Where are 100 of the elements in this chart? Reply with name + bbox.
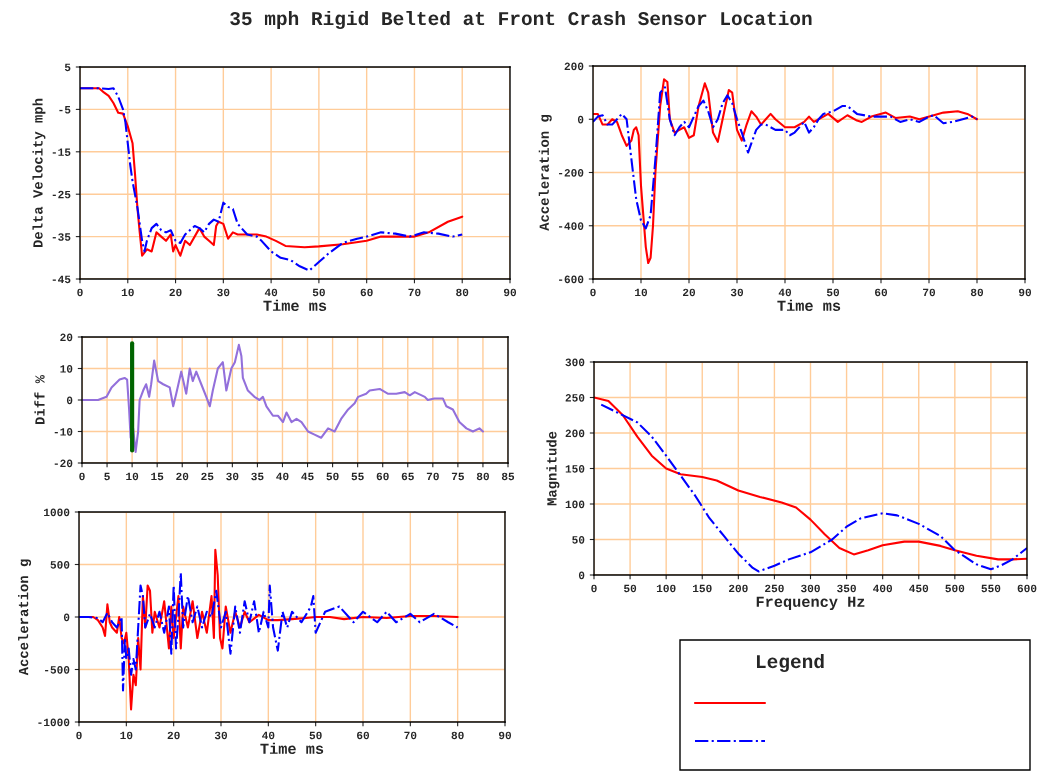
x-tick-label: 0: [77, 288, 83, 297]
y-tick-label: 500: [50, 561, 70, 569]
y-tick-label: 150: [565, 465, 585, 473]
x-tick-label: 30: [226, 472, 239, 481]
x-tick-label: 10: [120, 731, 133, 740]
y-axis-title: Acceleration g: [538, 114, 552, 231]
y-tick-label: -1000: [38, 718, 70, 727]
x-tick-label: 600: [1017, 584, 1037, 593]
x-tick-label: 20: [683, 288, 696, 297]
y-tick-label: 5: [64, 63, 71, 72]
x-tick-label: 80: [970, 288, 984, 297]
y-tick-label: 0: [577, 115, 584, 124]
x-tick-label: 60: [376, 472, 389, 481]
x-tick-label: 400: [873, 584, 893, 593]
y-tick-label: 20: [60, 333, 73, 342]
x-tick-label: 80: [456, 288, 469, 297]
x-tick-label: 45: [301, 472, 314, 481]
x-tick-label: 90: [1018, 288, 1032, 297]
x-tick-label: 60: [360, 288, 373, 297]
x-tick-label: 200: [729, 584, 748, 593]
x-tick-label: 10: [126, 472, 139, 481]
y-axis-title: Diff %: [34, 374, 45, 425]
y-tick-label: 300: [565, 358, 585, 367]
x-tick-label: 40: [778, 288, 792, 297]
line-series: [593, 86, 979, 230]
x-tick-label: 50: [826, 288, 840, 297]
line-series: [79, 571, 459, 692]
x-tick-label: 10: [121, 288, 134, 297]
x-axis-title: Time ms: [260, 742, 324, 754]
x-tick-label: 15: [151, 472, 164, 481]
x-tick-label: 70: [404, 731, 417, 740]
x-tick-label: 20: [167, 731, 180, 740]
y-tick-label: 1000: [44, 508, 70, 517]
y-tick-label: 100: [565, 500, 585, 509]
x-tick-label: 70: [426, 472, 439, 481]
y-tick-label: -5: [59, 106, 71, 114]
x-tick-label: 50: [312, 288, 325, 297]
y-tick-label: -200: [559, 169, 584, 177]
x-tick-label: 5: [104, 472, 110, 481]
x-tick-label: 75: [451, 472, 464, 481]
x-tick-label: 250: [765, 584, 784, 593]
x-tick-label: 300: [801, 584, 820, 593]
y-tick-label: -10: [54, 428, 73, 436]
x-tick-label: 50: [326, 472, 339, 481]
x-tick-label: 100: [656, 584, 676, 593]
x-tick-label: 80: [476, 472, 489, 481]
x-axis-title: Frequency Hz: [756, 596, 865, 611]
x-tick-label: 25: [201, 472, 214, 481]
y-tick-label: 0: [578, 571, 585, 580]
x-tick-label: 450: [909, 584, 929, 593]
x-tick-label: 65: [401, 472, 414, 481]
x-tick-label: 0: [590, 288, 596, 297]
x-tick-label: 85: [501, 472, 515, 481]
x-tick-label: 90: [498, 731, 512, 740]
x-tick-label: 55: [351, 472, 364, 481]
y-tick-label: -35: [52, 233, 71, 241]
y-tick-label: -600: [559, 275, 584, 284]
line-series: [82, 343, 484, 454]
y-axis-title: Magnitude: [546, 431, 560, 506]
y-tick-label: 0: [66, 396, 73, 405]
x-tick-label: 10: [635, 288, 648, 297]
x-tick-label: 50: [623, 584, 637, 593]
x-tick-label: 60: [875, 288, 888, 297]
x-tick-label: 40: [262, 731, 275, 740]
x-tick-label: 350: [837, 584, 856, 593]
x-tick-label: 50: [309, 731, 322, 740]
y-tick-label: 250: [565, 394, 585, 402]
text: Legend: [756, 653, 824, 673]
x-tick-label: 550: [981, 584, 1001, 593]
x-tick-label: 30: [730, 288, 744, 297]
y-tick-label: 10: [60, 365, 73, 373]
x-tick-label: 20: [169, 288, 182, 297]
x-axis-title: Time ms: [777, 299, 841, 311]
x-tick-label: 30: [217, 288, 230, 297]
y-tick-label: -20: [54, 459, 73, 468]
y-tick-label: -15: [52, 148, 71, 156]
x-tick-label: 500: [945, 584, 965, 593]
y-tick-label: -25: [52, 190, 71, 199]
x-tick-label: 0: [79, 472, 85, 481]
y-tick-label: -45: [52, 275, 71, 284]
y-tick-label: 200: [565, 429, 585, 438]
x-tick-label: 20: [176, 472, 189, 481]
x-tick-label: 40: [264, 288, 278, 297]
y-tick-label: 0: [63, 613, 70, 622]
x-tick-label: 40: [276, 472, 289, 481]
chart-title: 35 mph Rigid Belted at Front Crash Sensor Location: [230, 10, 812, 30]
x-tick-label: 35: [251, 472, 264, 481]
y-tick-label: -400: [559, 222, 584, 230]
y-axis-title: Acceleration g: [18, 559, 32, 676]
x-tick-label: 60: [357, 731, 370, 740]
x-tick-label: 70: [923, 288, 936, 297]
x-tick-label: 70: [408, 288, 421, 297]
y-tick-label: 200: [564, 62, 584, 71]
x-axis-title: Time ms: [263, 299, 327, 311]
x-tick-label: 90: [503, 288, 517, 297]
x-tick-label: 80: [451, 731, 464, 740]
x-tick-label: 150: [693, 584, 712, 593]
y-axis-title: Delta Velocity mph: [32, 98, 46, 248]
line-series: [593, 78, 979, 265]
x-tick-label: 30: [214, 731, 228, 740]
